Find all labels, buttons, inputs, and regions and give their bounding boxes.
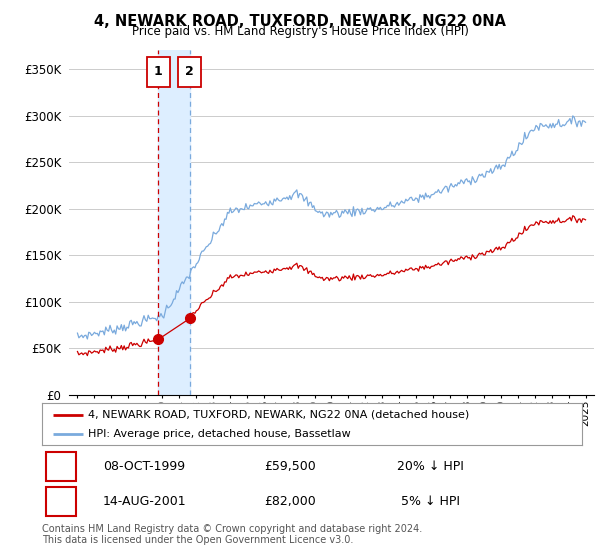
Text: 1: 1	[57, 460, 65, 473]
Text: 1: 1	[154, 66, 163, 78]
Text: Contains HM Land Registry data © Crown copyright and database right 2024.
This d: Contains HM Land Registry data © Crown c…	[42, 524, 422, 545]
Text: 2: 2	[185, 66, 194, 78]
Text: 4, NEWARK ROAD, TUXFORD, NEWARK, NG22 0NA (detached house): 4, NEWARK ROAD, TUXFORD, NEWARK, NG22 0N…	[88, 409, 469, 419]
Text: 20% ↓ HPI: 20% ↓ HPI	[397, 460, 464, 473]
Text: 14-AUG-2001: 14-AUG-2001	[103, 494, 187, 508]
FancyBboxPatch shape	[178, 57, 202, 87]
Bar	[158, 50, 190, 395]
Text: 2: 2	[57, 494, 65, 508]
Text: £82,000: £82,000	[265, 494, 316, 508]
Text: HPI: Average price, detached house, Bassetlaw: HPI: Average price, detached house, Bass…	[88, 429, 350, 439]
Text: 5% ↓ HPI: 5% ↓ HPI	[401, 494, 460, 508]
Text: 08-OCT-1999: 08-OCT-1999	[104, 460, 185, 473]
Text: £59,500: £59,500	[265, 460, 316, 473]
Text: 4, NEWARK ROAD, TUXFORD, NEWARK, NG22 0NA: 4, NEWARK ROAD, TUXFORD, NEWARK, NG22 0N…	[94, 14, 506, 29]
FancyBboxPatch shape	[46, 451, 76, 481]
FancyBboxPatch shape	[146, 57, 170, 87]
Text: Price paid vs. HM Land Registry's House Price Index (HPI): Price paid vs. HM Land Registry's House …	[131, 25, 469, 38]
FancyBboxPatch shape	[46, 487, 76, 516]
